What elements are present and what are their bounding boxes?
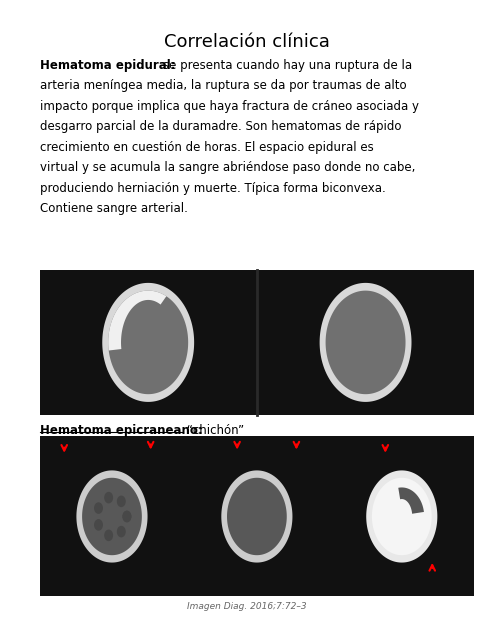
Text: “chichón”: “chichón” bbox=[183, 424, 245, 437]
Circle shape bbox=[94, 502, 103, 514]
Text: produciendo herniación y muerte. Típica forma biconvexa.: produciendo herniación y muerte. Típica … bbox=[40, 182, 385, 195]
Text: Contiene sangre arterial.: Contiene sangre arterial. bbox=[40, 202, 187, 215]
Text: impacto porque implica que haya fractura de cráneo asociada y: impacto porque implica que haya fractura… bbox=[40, 100, 418, 113]
Polygon shape bbox=[102, 283, 194, 402]
Text: crecimiento en cuestión de horas. El espacio epidural es: crecimiento en cuestión de horas. El esp… bbox=[40, 141, 373, 154]
Circle shape bbox=[117, 526, 126, 538]
Text: Hematoma epicraneano:: Hematoma epicraneano: bbox=[40, 424, 202, 437]
Circle shape bbox=[123, 511, 131, 522]
Polygon shape bbox=[398, 488, 424, 514]
Polygon shape bbox=[320, 283, 412, 402]
Bar bbox=[40, 436, 474, 596]
Text: Correlación clínica: Correlación clínica bbox=[164, 33, 330, 51]
Text: desgarro parcial de la duramadre. Son hematomas de rápido: desgarro parcial de la duramadre. Son he… bbox=[40, 120, 401, 133]
Bar bbox=[40, 270, 474, 415]
Polygon shape bbox=[108, 291, 188, 394]
Circle shape bbox=[104, 492, 113, 504]
Polygon shape bbox=[227, 478, 287, 555]
Circle shape bbox=[94, 519, 103, 531]
Text: arteria meníngea media, la ruptura se da por traumas de alto: arteria meníngea media, la ruptura se da… bbox=[40, 79, 406, 92]
Text: Hematoma epidural:: Hematoma epidural: bbox=[40, 59, 175, 72]
Circle shape bbox=[117, 495, 126, 507]
Circle shape bbox=[123, 511, 131, 522]
Polygon shape bbox=[366, 470, 437, 563]
Circle shape bbox=[104, 529, 113, 541]
Polygon shape bbox=[221, 470, 292, 563]
Polygon shape bbox=[77, 470, 148, 563]
Polygon shape bbox=[326, 291, 406, 394]
Polygon shape bbox=[82, 478, 142, 555]
Polygon shape bbox=[372, 478, 432, 555]
Polygon shape bbox=[108, 291, 166, 351]
Text: Imagen Diag. 2016;7:72–3: Imagen Diag. 2016;7:72–3 bbox=[187, 602, 307, 611]
Text: se presenta cuando hay una ruptura de la: se presenta cuando hay una ruptura de la bbox=[163, 59, 412, 72]
Text: virtual y se acumula la sangre abriéndose paso donde no cabe,: virtual y se acumula la sangre abriéndos… bbox=[40, 161, 415, 174]
